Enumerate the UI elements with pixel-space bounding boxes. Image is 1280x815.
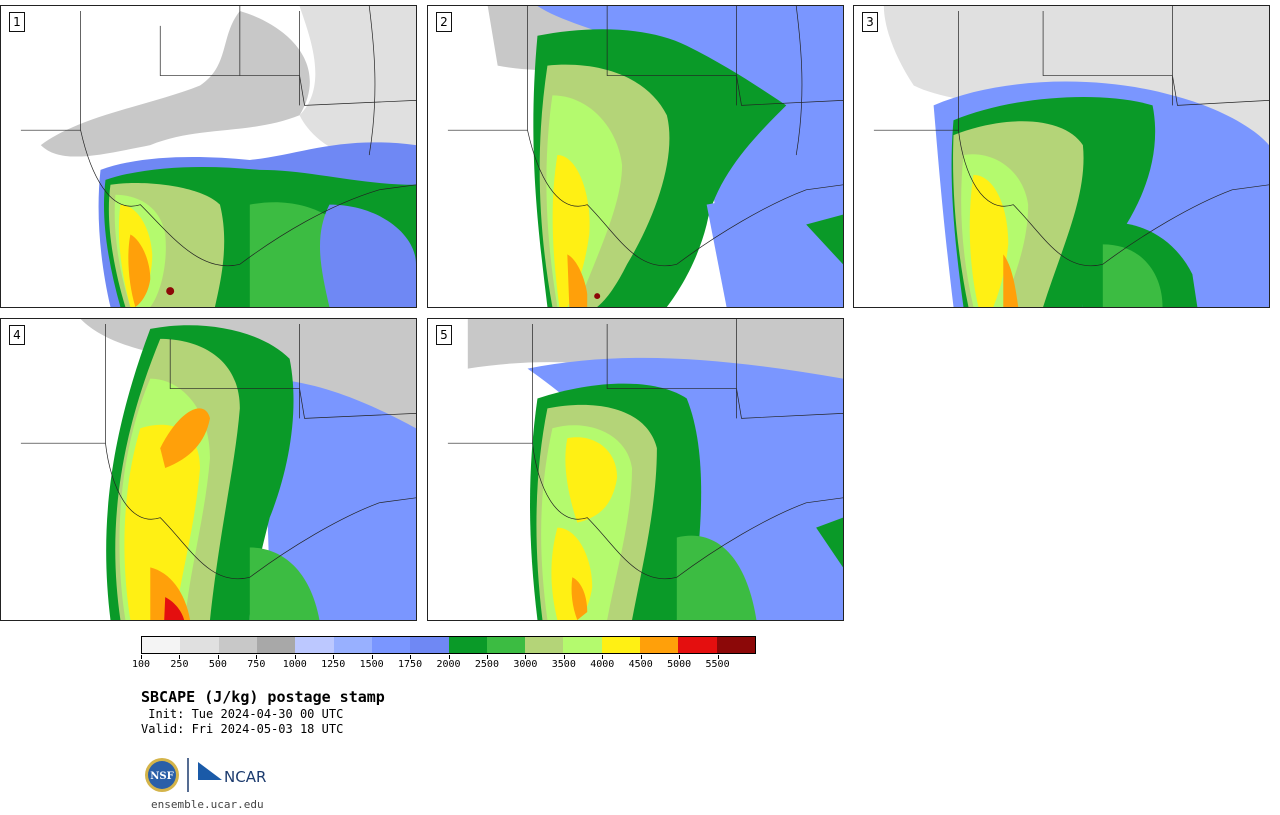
colorbar-swatch [486,637,526,653]
colorbar-swatch [678,637,717,653]
ncar-logo-text: NCAR [224,768,266,786]
colorbar-tick-label: 3000 [513,659,538,670]
colorbar-tick-label: 5000 [667,659,692,670]
colorbar-tick-label: 4500 [628,659,653,670]
website-link[interactable]: ensemble.ucar.edu [151,798,264,811]
map-panel-4: 4 [0,318,417,621]
init-time: Init: Tue 2024-04-30 00 UTC [141,707,344,721]
figure-title: SBCAPE (J/kg) postage stamp [141,688,385,706]
colorbar-tick-label: 1750 [398,659,423,670]
colorbar-tick-label: 4000 [590,659,615,670]
colorbar-swatch [525,637,564,653]
valid-time: Valid: Fri 2024-05-03 18 UTC [141,722,344,736]
colorbar-swatch [333,637,372,653]
colorbar-swatch [295,637,334,653]
colorbar-tick-label: 100 [131,659,151,670]
map-panel-2: 2 [427,5,844,308]
sbcape-field [20,319,416,620]
panel-number: 1 [9,12,25,32]
panel-number: 4 [9,325,25,345]
panel-number: 3 [862,12,878,32]
colorbar-swatch [142,637,181,653]
colorbar-swatch [448,637,487,653]
nsf-ncar-logo: NSF NCAR [144,756,274,796]
colorbar-swatch [218,637,257,653]
colorbar-tick-label: 500 [208,659,227,670]
panel-number: 2 [436,12,452,32]
colorbar-tick [486,655,488,659]
colorbar-tick-label: 1500 [359,659,384,670]
colorbar-tick-label: 2500 [474,659,499,670]
colorbar-tick-label: 5500 [705,659,730,670]
colorbar-tick-label: 2000 [436,659,461,670]
colorbar-tick [333,655,335,659]
colorbar-tick-label: 1250 [321,659,346,670]
sbcape-field [20,6,416,307]
colorbar-swatch [563,637,602,653]
map-panel-3: 3 [853,5,1270,308]
colorbar-swatch [180,637,219,653]
colorbar-tick [141,655,142,659]
colorbar-tick [294,655,296,659]
colorbar-tick [717,655,719,659]
colorbar-tick-label: 750 [247,659,266,670]
colorbar-tick-label: 3500 [551,659,576,670]
colorbar-tick [525,655,527,659]
colorbar-tick [448,655,450,659]
colorbar-swatch [256,637,296,653]
colorbar-tick [371,655,373,659]
colorbar-tick [179,655,181,659]
sbcape-field [447,319,843,620]
sbcape-field [447,6,843,307]
colorbar-tick [256,655,258,659]
colorbar-swatch [410,637,449,653]
colorbar-ticks: 100 250 500 750 1000 1250 1500 1750 2000 2500 3000… [132,655,756,679]
colorbar-swatch [371,637,411,653]
colorbar-tick-label: 1000 [282,659,307,670]
colorbar-tick [679,655,681,659]
colorbar [141,636,756,654]
colorbar-swatch [716,637,755,653]
colorbar-tick [602,655,604,659]
colorbar-tick [410,655,412,659]
nsf-logo-text: NSF [150,771,173,782]
map-panel-1: 1 [0,5,417,308]
colorbar-swatch [640,637,679,653]
panel-number: 5 [436,325,452,345]
colorbar-tick [217,655,219,659]
colorbar-tick [563,655,565,659]
colorbar-tick [640,655,642,659]
map-panel-5: 5 [427,318,844,621]
sbcape-field [873,6,1269,307]
colorbar-tick-label: 250 [170,659,189,670]
colorbar-swatch [601,637,641,653]
